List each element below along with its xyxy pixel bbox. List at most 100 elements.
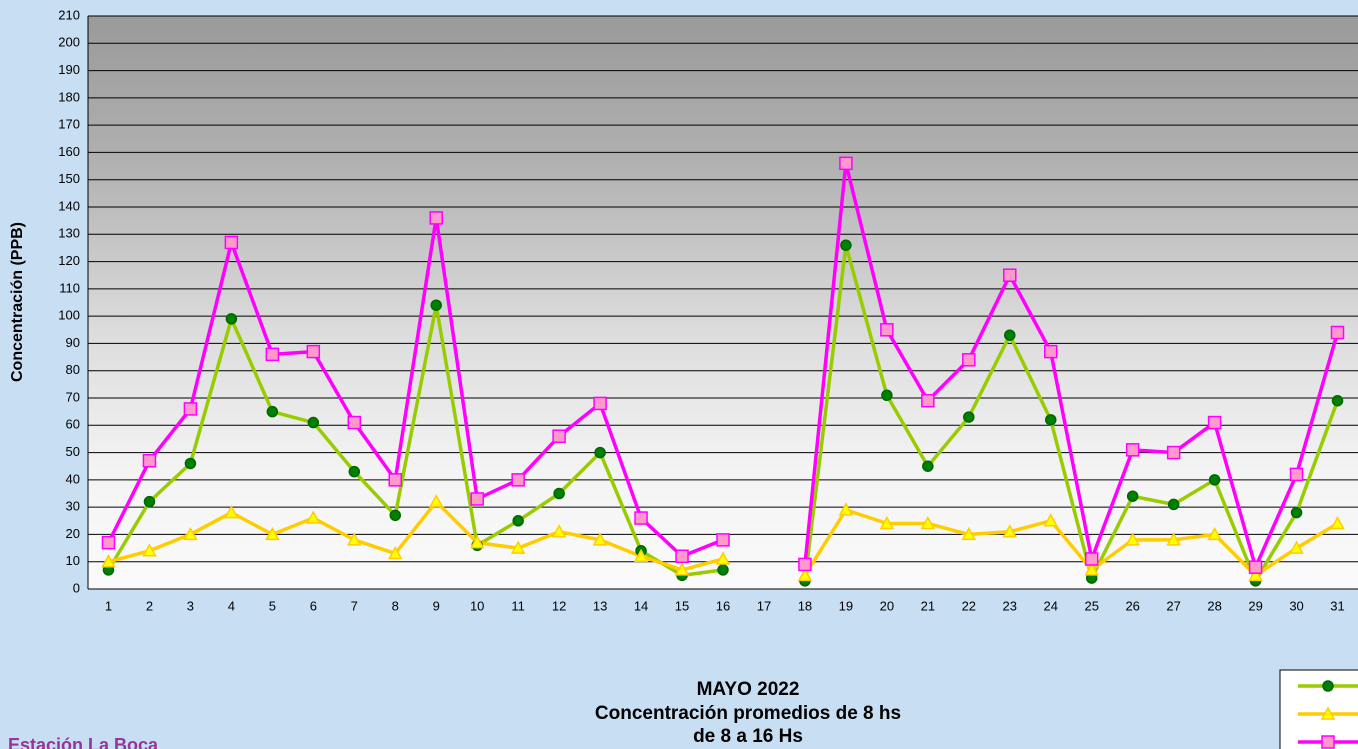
data-point: [142, 543, 157, 557]
data-point: [634, 511, 648, 525]
data-point: [347, 532, 362, 546]
y-axis-label: Concentración (PPB): [9, 222, 26, 382]
x-tick-label: 3: [187, 598, 194, 613]
data-point: [142, 454, 157, 468]
data-point: [265, 347, 280, 362]
data-point: [347, 415, 362, 430]
x-tick-label: 5: [269, 598, 276, 613]
data-point: [1330, 325, 1345, 340]
data-point: [510, 540, 526, 554]
x-tick-label: 18: [798, 598, 812, 613]
data-point: [512, 515, 524, 527]
data-point: [921, 393, 935, 408]
data-point: [594, 446, 606, 459]
data-point: [511, 473, 525, 487]
y-tick-label: 180: [58, 89, 80, 104]
x-tick-label: 26: [1125, 598, 1139, 613]
data-point: [1043, 513, 1059, 527]
data-point: [1248, 567, 1263, 582]
x-tick-label: 30: [1289, 598, 1303, 613]
data-point: [1004, 329, 1016, 341]
data-point: [839, 156, 853, 171]
data-point: [838, 502, 854, 516]
data-point: [1166, 445, 1181, 460]
data-point: [674, 562, 690, 576]
data-point: [1207, 415, 1222, 430]
data-point: [225, 313, 238, 325]
data-point: [1289, 540, 1304, 554]
data-point: [1330, 515, 1345, 530]
data-point: [716, 533, 730, 547]
y-tick-label: 210: [58, 7, 80, 22]
data-point: [1126, 490, 1139, 502]
x-tick-label: 10: [470, 598, 484, 613]
data-point: [1167, 498, 1180, 511]
data-point: [1084, 552, 1099, 566]
data-point: [1003, 268, 1017, 282]
x-tick-label: 22: [962, 598, 976, 613]
y-tick-label: 140: [58, 198, 80, 213]
data-point: [552, 429, 566, 443]
x-tick-label: 9: [433, 598, 440, 613]
data-point: [1290, 506, 1303, 519]
chart-title: MAYO 2022: [697, 679, 800, 700]
data-point: [675, 549, 689, 564]
data-point: [840, 239, 852, 251]
data-point: [1125, 443, 1140, 457]
x-tick-label: 19: [839, 598, 853, 613]
data-point: [798, 557, 812, 572]
data-point: [553, 487, 565, 500]
data-point: [1289, 467, 1304, 482]
data-point: [470, 492, 484, 506]
chart-title: Concentración promedios de 8 hs: [595, 703, 901, 724]
y-tick-label: 90: [66, 335, 80, 350]
y-tick-label: 20: [66, 526, 80, 541]
data-point: [101, 535, 116, 550]
data-point: [1043, 344, 1058, 359]
data-point: [963, 411, 975, 423]
y-tick-label: 30: [66, 499, 80, 514]
data-point: [1002, 524, 1018, 538]
data-point: [306, 510, 321, 524]
data-point: [717, 564, 729, 576]
x-tick-label: 11: [511, 598, 525, 613]
y-tick-label: 150: [58, 171, 80, 186]
data-point: [389, 509, 402, 522]
x-tick-label: 15: [675, 598, 689, 613]
data-point: [429, 211, 443, 225]
data-point: [1208, 474, 1221, 486]
data-point: [961, 526, 977, 541]
x-tick-label: 4: [228, 598, 235, 613]
x-tick-label: 12: [552, 598, 566, 613]
series-line: [106, 243, 1340, 583]
x-tick-label: 28: [1207, 598, 1221, 613]
x-tick-label: 25: [1084, 598, 1098, 613]
data-point: [593, 396, 607, 411]
legend-marker: [1321, 735, 1335, 749]
data-point: [265, 526, 280, 541]
legend-box: [1279, 669, 1358, 749]
data-point: [266, 405, 279, 418]
data-point: [307, 416, 320, 429]
data-point: [1248, 560, 1263, 574]
x-tick-label: 21: [921, 598, 935, 613]
y-tick-label: 120: [58, 253, 80, 268]
data-point: [880, 323, 894, 337]
data-point: [428, 494, 444, 508]
y-tick-label: 0: [73, 580, 80, 595]
x-tick-label: 7: [351, 598, 358, 613]
data-point: [1207, 526, 1222, 541]
data-point: [430, 299, 442, 311]
station-label: Estación La Boca: [8, 735, 159, 749]
data-point: [797, 567, 813, 582]
data-point: [387, 545, 403, 560]
y-tick-label: 60: [66, 417, 80, 432]
x-tick-label: 2: [146, 598, 153, 613]
x-tick-label: 13: [593, 598, 607, 613]
data-point: [1166, 532, 1181, 546]
legend-marker: [1322, 680, 1334, 692]
legend-marker: [1320, 706, 1336, 720]
y-tick-label: 50: [66, 444, 80, 459]
y-tick-label: 160: [58, 144, 80, 159]
